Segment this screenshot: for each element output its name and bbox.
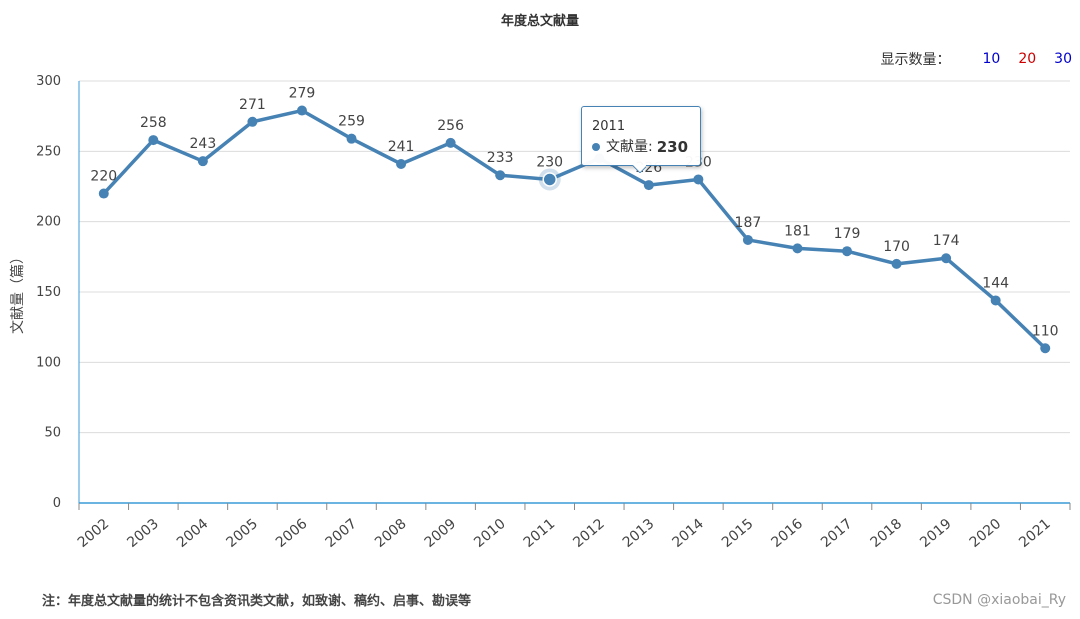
tooltip-value: 230 (656, 138, 689, 156)
x-tick-label: 2012 (570, 516, 608, 551)
data-point (792, 243, 803, 254)
display-count-switch: 显示数量： 10 20 30 (881, 49, 1072, 69)
x-tick-label: 2020 (967, 516, 1005, 551)
data-label: 233 (487, 150, 514, 166)
watermark: CSDN @xiaobai_Ry (932, 592, 1066, 608)
data-label: 241 (388, 139, 415, 155)
data-point (990, 295, 1001, 306)
footnote: 注：年度总文献量的统计不包含资讯类文献，如致谢、稿约、启事、勘误等 (42, 594, 472, 609)
data-label: 170 (883, 239, 910, 255)
data-tooltip: 2011 文献量: 230 (581, 106, 701, 166)
data-point (445, 137, 456, 148)
x-tick-label: 2011 (521, 516, 559, 551)
data-point (247, 116, 258, 127)
data-label: 110 (1032, 323, 1059, 339)
data-label: 259 (338, 114, 365, 130)
display-count-option-10[interactable]: 10 (982, 51, 1001, 67)
data-point (891, 258, 902, 269)
x-tick-label: 2009 (422, 516, 460, 551)
y-tick-label: 100 (36, 355, 61, 370)
data-point (495, 170, 506, 181)
data-point (296, 105, 307, 116)
x-tick-label: 2016 (768, 516, 806, 551)
x-tick-label: 2015 (719, 516, 757, 551)
data-label: 243 (190, 136, 217, 152)
data-point (842, 246, 853, 257)
data-point (396, 158, 407, 169)
tooltip-year: 2011 (592, 119, 626, 134)
series-line (102, 108, 1047, 350)
data-label: 230 (536, 154, 563, 170)
x-tick-label: 2004 (174, 516, 212, 551)
y-tick-label: 50 (44, 426, 61, 441)
tooltip-caret (632, 165, 646, 173)
y-tick-label: 0 (53, 496, 61, 511)
x-tick-label: 2007 (323, 516, 361, 551)
data-label: 258 (140, 115, 167, 131)
data-point (197, 156, 208, 167)
display-count-option-30[interactable]: 30 (1054, 51, 1072, 67)
data-point (1040, 343, 1051, 354)
data-point (742, 234, 753, 245)
display-count-label: 显示数量： (880, 52, 951, 68)
data-label: 181 (784, 223, 811, 239)
x-tick-label: 2002 (75, 516, 113, 551)
data-label: 256 (437, 118, 464, 134)
x-tick-label: 2013 (620, 516, 658, 551)
x-tick-label: 2017 (818, 516, 856, 551)
data-point (148, 135, 159, 146)
x-tick-label: 2019 (917, 516, 955, 551)
data-point (346, 133, 357, 144)
data-point (693, 174, 704, 185)
display-count-option-20[interactable]: 20 (1018, 51, 1037, 67)
data-point (98, 188, 109, 199)
series-dot-icon (592, 143, 600, 151)
data-label: 279 (289, 86, 316, 102)
x-tick-label: 2008 (372, 516, 410, 551)
y-axis-title: 文献量（篇） (10, 250, 26, 334)
y-tick-label: 200 (36, 215, 61, 230)
data-label: 174 (933, 233, 960, 249)
data-point-highlighted (542, 172, 557, 187)
x-tick-label: 2018 (868, 516, 906, 551)
data-label: 187 (735, 215, 762, 231)
x-tick-label: 2010 (471, 516, 509, 551)
y-tick-label: 150 (36, 285, 61, 300)
data-point (643, 180, 654, 191)
y-tick-label: 300 (36, 74, 61, 89)
data-label: 271 (239, 97, 266, 113)
x-tick-label: 2006 (273, 516, 311, 551)
y-tick-label: 250 (36, 144, 61, 159)
x-tick-label: 2014 (669, 516, 707, 551)
data-label: 220 (90, 169, 117, 185)
data-label: 179 (834, 226, 861, 242)
data-point (941, 253, 952, 264)
x-tick-label: 2003 (124, 516, 162, 551)
chart-title: 年度总文献量 (500, 14, 579, 29)
data-label: 144 (982, 275, 1009, 291)
tooltip-series-label: 文献量: (606, 139, 653, 155)
x-tick-label: 2005 (223, 516, 261, 551)
x-tick-label: 2021 (1016, 516, 1054, 551)
